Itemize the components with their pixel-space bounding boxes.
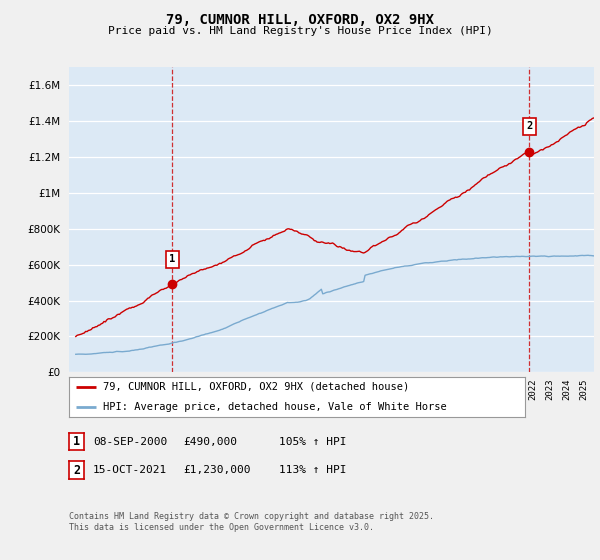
- Text: 1: 1: [73, 435, 80, 448]
- Text: 1: 1: [169, 254, 175, 264]
- Text: 113% ↑ HPI: 113% ↑ HPI: [279, 465, 347, 475]
- Text: HPI: Average price, detached house, Vale of White Horse: HPI: Average price, detached house, Vale…: [103, 402, 447, 412]
- Text: 15-OCT-2021: 15-OCT-2021: [93, 465, 167, 475]
- Text: Contains HM Land Registry data © Crown copyright and database right 2025.
This d: Contains HM Land Registry data © Crown c…: [69, 512, 434, 532]
- Text: 105% ↑ HPI: 105% ↑ HPI: [279, 437, 347, 446]
- Text: 2: 2: [526, 122, 533, 132]
- Text: 79, CUMNOR HILL, OXFORD, OX2 9HX: 79, CUMNOR HILL, OXFORD, OX2 9HX: [166, 13, 434, 27]
- Text: 79, CUMNOR HILL, OXFORD, OX2 9HX (detached house): 79, CUMNOR HILL, OXFORD, OX2 9HX (detach…: [103, 382, 409, 392]
- Text: 08-SEP-2000: 08-SEP-2000: [93, 437, 167, 446]
- Text: 2: 2: [73, 464, 80, 477]
- Text: £1,230,000: £1,230,000: [183, 465, 251, 475]
- Text: Price paid vs. HM Land Registry's House Price Index (HPI): Price paid vs. HM Land Registry's House …: [107, 26, 493, 36]
- Text: £490,000: £490,000: [183, 437, 237, 446]
